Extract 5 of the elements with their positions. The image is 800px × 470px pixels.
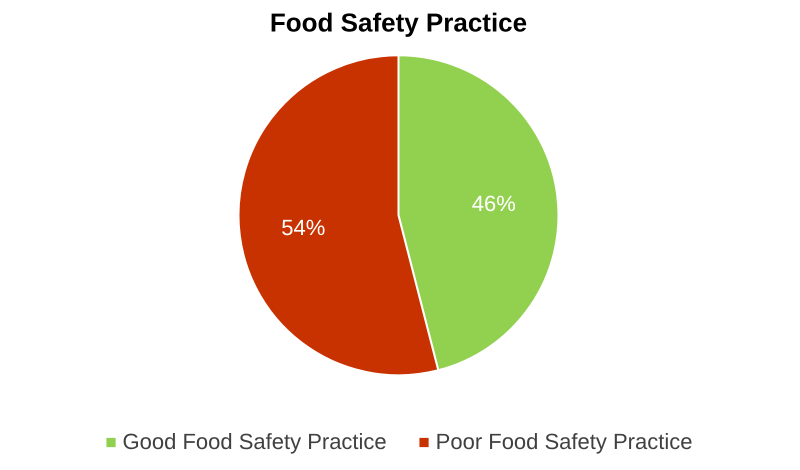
- legend-label: Good Food Safety Practice: [122, 429, 387, 455]
- data-label: 46%: [472, 190, 516, 216]
- legend-label: Poor Food Safety Practice: [436, 429, 692, 455]
- data-label: 54%: [281, 214, 326, 240]
- chart-title: Food Safety Practice: [270, 8, 528, 38]
